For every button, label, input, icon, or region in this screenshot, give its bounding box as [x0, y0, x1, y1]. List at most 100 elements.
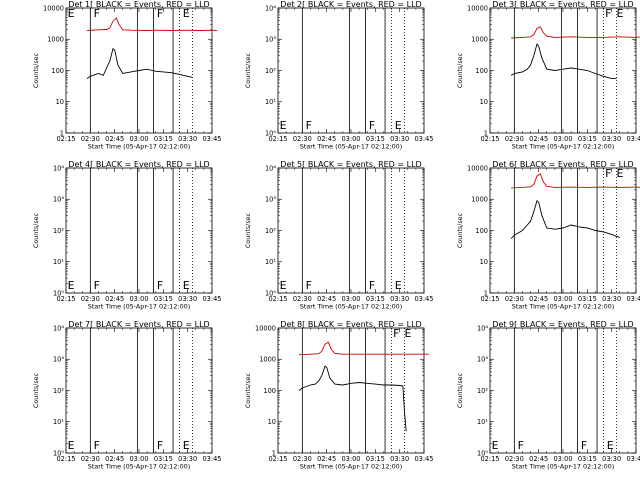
panel-det-2: Det 2[ BLACK = Events, RED = LLD 10⁰ 10¹ 10… — [244, 0, 434, 151]
event-marker-e: E — [492, 439, 499, 452]
x-tick-label: 02:30 — [505, 135, 524, 143]
event-marker-e: E — [617, 7, 624, 20]
event-marker-f: F — [605, 7, 611, 20]
panel-title: Det 6[ BLACK = Events, RED = LLD — [492, 160, 633, 169]
y-tick-label: 1000 — [259, 356, 276, 364]
x-tick-label: 02:30 — [293, 455, 312, 463]
x-tick-label: 03:00 — [129, 135, 148, 143]
lld-series-line — [299, 341, 429, 356]
x-tick-label: 03:00 — [129, 455, 148, 463]
event-marker-e: E — [280, 279, 287, 292]
x-tick-label: 03:00 — [553, 295, 572, 303]
y-tick-label: 10¹ — [477, 418, 488, 426]
event-marker-e: E — [68, 279, 75, 292]
panel-det-8: Det 8[ BLACK = Events, RED = LLD 1 10 100 10… — [244, 320, 434, 471]
y-tick-label: 1 — [484, 129, 488, 137]
y-tick-label: 10⁴ — [53, 324, 64, 332]
y-tick-label: 10 — [56, 98, 64, 106]
y-tick-label: 10³ — [477, 356, 488, 364]
x-tick-label: 02:15 — [268, 135, 287, 143]
x-tick-label: 02:45 — [105, 135, 124, 143]
y-tick-label: 10¹ — [53, 258, 64, 266]
x-tick-label: 03:15 — [366, 295, 385, 303]
panel-title: Det 1[ BLACK = Events, RED = LLD — [68, 0, 209, 9]
x-tick-label: 02:15 — [480, 295, 499, 303]
x-tick-label: 03:30 — [390, 295, 409, 303]
y-tick-label: 10 — [480, 98, 488, 106]
plot-frame — [489, 327, 637, 454]
x-tick-label: 03:45 — [202, 455, 221, 463]
x-tick-label: 02:15 — [268, 295, 287, 303]
x-tick-label: 03:30 — [390, 135, 409, 143]
y-tick-label: 10³ — [53, 196, 64, 204]
y-axis-label: Counts/sec — [456, 52, 464, 88]
x-tick-label: 03:45 — [202, 135, 221, 143]
y-tick-label: 1000 — [47, 36, 64, 44]
y-axis-label: Counts/sec — [244, 212, 252, 248]
panel-title: Det 7[ BLACK = Events, RED = LLD — [68, 320, 209, 329]
y-tick-label: 100 — [475, 67, 488, 75]
y-tick-label: 10000 — [43, 4, 64, 12]
y-tick-label: 10¹ — [265, 98, 276, 106]
event-marker-e: E — [395, 279, 402, 292]
x-tick-label: 02:30 — [293, 135, 312, 143]
y-axis-label: Counts/sec — [32, 52, 40, 88]
x-tick-label: 03:15 — [154, 295, 173, 303]
panel-det-1: Det 1[ BLACK = Events, RED = LLD 1 10 100 10… — [32, 0, 222, 151]
panel-det-6: Det 6[ BLACK = Events, RED = LLD 1 10 100 10… — [456, 160, 640, 311]
y-tick-label: 10000 — [255, 324, 276, 332]
x-tick-label: 03:15 — [366, 455, 385, 463]
plot-frame — [277, 327, 425, 454]
event-marker-e: E — [395, 119, 402, 132]
event-marker-e: E — [280, 119, 287, 132]
x-tick-label: 03:30 — [178, 135, 197, 143]
x-axis-label: Start Time (05-Apr-17 02:12:00) — [512, 143, 614, 151]
x-tick-label: 03:30 — [390, 455, 409, 463]
event-marker-e: E — [617, 167, 624, 180]
x-tick-label: 03:00 — [129, 295, 148, 303]
x-tick-label: 03:45 — [626, 455, 640, 463]
y-tick-label: 10⁴ — [265, 4, 276, 12]
plot-frame — [65, 327, 213, 454]
panel-title: Det 4[ BLACK = Events, RED = LLD — [68, 160, 209, 169]
y-tick-label: 10⁰ — [477, 449, 488, 457]
y-tick-label: 1000 — [471, 196, 488, 204]
event-marker-f: F — [605, 167, 611, 180]
x-tick-label: 02:30 — [81, 135, 100, 143]
panel-title: Det 3[ BLACK = Events, RED = LLD — [492, 0, 633, 9]
panel-det-9: Det 9[ BLACK = Events, RED = LLD 10⁰ 10¹ 10… — [456, 320, 640, 471]
x-axis-label: Start Time (05-Apr-17 02:12:00) — [300, 303, 402, 311]
x-tick-label: 03:30 — [178, 295, 197, 303]
x-tick-label: 03:00 — [553, 135, 572, 143]
y-axis-label: Counts/sec — [244, 372, 252, 408]
y-tick-label: 10³ — [265, 36, 276, 44]
plot-frame — [489, 167, 637, 294]
panel-det-4: Det 4[ BLACK = Events, RED = LLD 10⁰ 10¹ 10… — [32, 160, 222, 311]
panel-title: Det 9[ BLACK = Events, RED = LLD — [492, 320, 633, 329]
plot-frame — [489, 7, 637, 134]
x-tick-label: 02:45 — [105, 455, 124, 463]
x-tick-label: 03:45 — [414, 455, 433, 463]
x-tick-label: 03:15 — [154, 455, 173, 463]
event-marker-f: F — [94, 7, 100, 20]
x-tick-label: 03:15 — [366, 135, 385, 143]
lld-series-line — [511, 26, 640, 39]
events-series-line — [510, 43, 617, 80]
plot-frame — [277, 167, 425, 294]
plot-frame — [277, 7, 425, 134]
y-tick-label: 10² — [53, 387, 64, 395]
lld-series-line — [87, 17, 217, 31]
x-tick-label: 03:45 — [414, 295, 433, 303]
y-tick-label: 10³ — [53, 356, 64, 364]
event-marker-e: E — [68, 439, 75, 452]
y-tick-label: 10⁴ — [477, 324, 488, 332]
y-tick-label: 1 — [484, 289, 488, 297]
x-tick-label: 02:15 — [56, 455, 75, 463]
event-marker-f: F — [581, 439, 587, 452]
x-tick-label: 03:00 — [341, 135, 360, 143]
events-series-line — [510, 199, 620, 239]
x-axis-label: Start Time (05-Apr-17 02:12:00) — [300, 143, 402, 151]
y-tick-label: 10000 — [467, 4, 488, 12]
y-tick-label: 1 — [272, 449, 276, 457]
event-marker-f: F — [94, 439, 100, 452]
